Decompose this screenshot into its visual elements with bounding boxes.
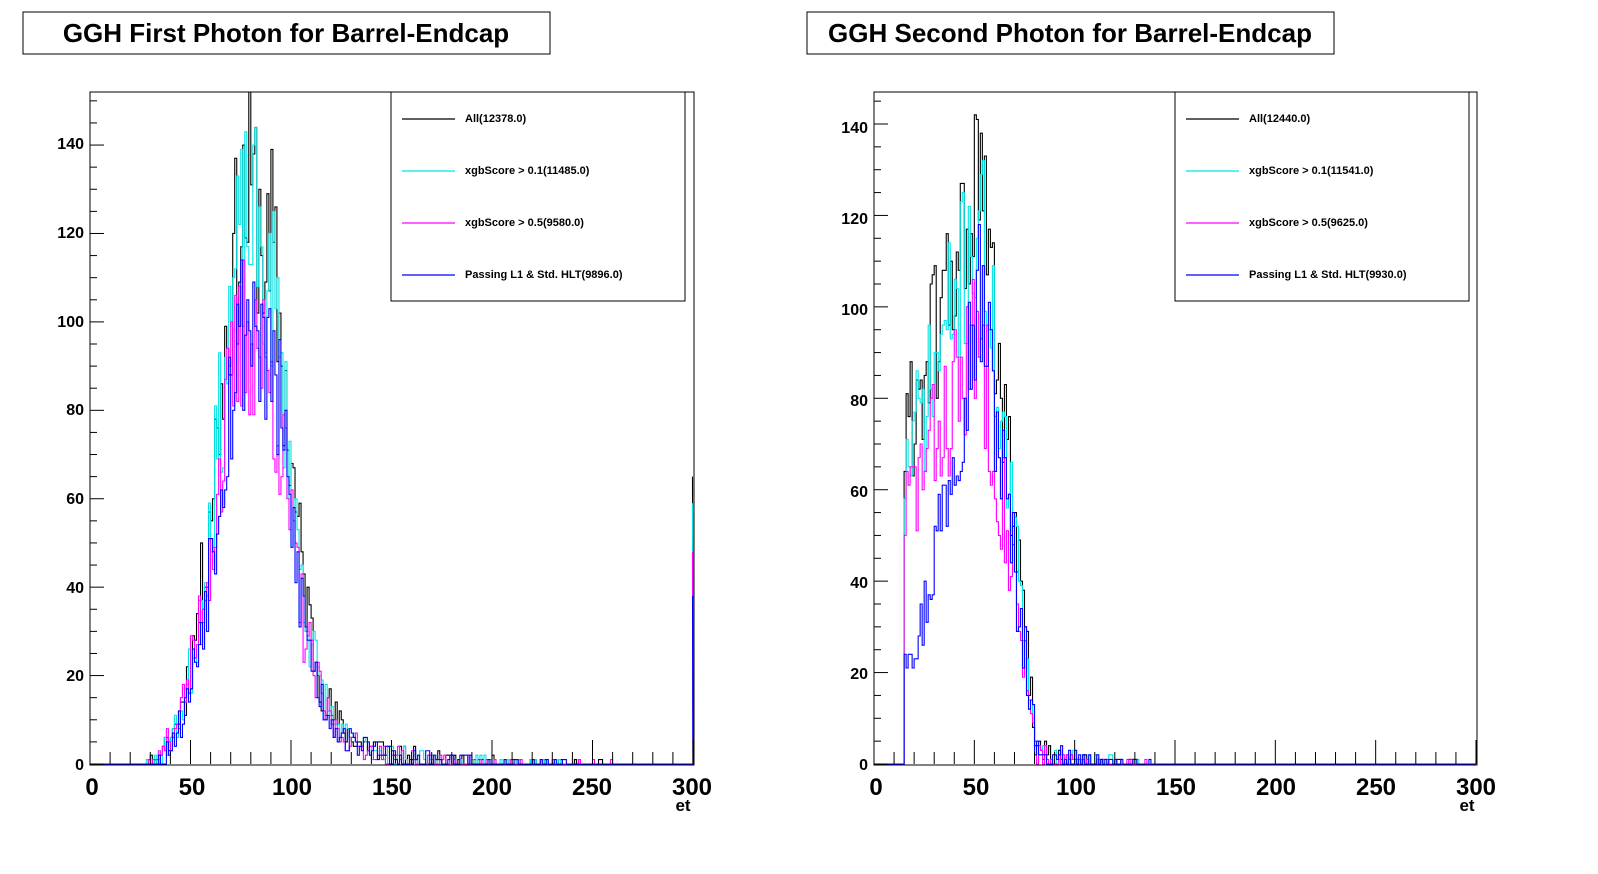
x-tick-label: 0 xyxy=(85,774,98,801)
x-tick-label: 100 xyxy=(1056,774,1096,801)
legend: All(12378.0) xgbScore > 0.1(11485.0) xgb… xyxy=(390,91,686,302)
legend-entry: Passing L1 & Std. HLT(9930.0) xyxy=(1249,269,1407,281)
y-tick-label: 120 xyxy=(841,211,868,228)
legend-entry: xgbScore > 0.1(11541.0) xyxy=(1249,165,1374,177)
x-axis-label: et xyxy=(1459,796,1474,815)
legend: All(12440.0) xgbScore > 0.1(11541.0) xgb… xyxy=(1174,91,1470,302)
y-tick-label: 0 xyxy=(75,757,84,774)
x-tick-label: 200 xyxy=(1256,774,1296,801)
y-tick-label: 140 xyxy=(841,120,868,137)
y-tick-label: 100 xyxy=(57,314,84,331)
legend-box xyxy=(1174,91,1470,302)
x-tick-label: 200 xyxy=(472,774,512,801)
x-tick-label: 100 xyxy=(272,774,312,801)
chart-panel-first-photon: GGH First Photon for Barrel-Endcap 0 50 … xyxy=(22,11,712,815)
y-tick-label: 60 xyxy=(850,484,868,501)
x-tick-label: 150 xyxy=(372,774,412,801)
x-tick-label: 300 xyxy=(672,774,712,801)
y-tick-label: 20 xyxy=(850,666,868,683)
legend-entry: xgbScore > 0.5(9580.0) xyxy=(465,217,584,229)
chart-panel-second-photon: GGH Second Photon for Barrel-Endcap 0 50… xyxy=(806,11,1496,815)
y-axis xyxy=(874,100,888,765)
y-tick-label: 80 xyxy=(66,402,84,419)
x-tick-label: 150 xyxy=(1156,774,1196,801)
legend-entry: All(12378.0) xyxy=(465,113,526,125)
x-tick-label: 300 xyxy=(1456,774,1496,801)
chart-title: GGH Second Photon for Barrel-Endcap xyxy=(828,18,1312,48)
title-box xyxy=(22,11,551,55)
x-tick-label: 250 xyxy=(572,774,612,801)
y-tick-label: 40 xyxy=(850,575,868,592)
y-tick-label: 20 xyxy=(66,668,84,685)
title-box xyxy=(806,11,1335,55)
x-tick-label: 250 xyxy=(1356,774,1396,801)
legend-entry: Passing L1 & Std. HLT(9896.0) xyxy=(465,269,623,281)
histogram-lines xyxy=(874,114,1476,765)
y-tick-label: 120 xyxy=(57,225,84,242)
x-tick-label: 50 xyxy=(179,774,206,801)
y-tick-label: 0 xyxy=(859,757,868,774)
y-tick-label: 100 xyxy=(841,302,868,319)
histogram-series xyxy=(874,224,1476,765)
y-tick-label: 80 xyxy=(850,393,868,410)
x-tick-label: 50 xyxy=(963,774,990,801)
histogram-lines xyxy=(90,91,694,765)
legend-box xyxy=(390,91,686,302)
legend-entry: xgbScore > 0.5(9625.0) xyxy=(1249,217,1368,229)
chart-title: GGH First Photon for Barrel-Endcap xyxy=(63,18,509,48)
y-tick-label: 40 xyxy=(66,580,84,597)
x-axis-label: et xyxy=(675,796,690,815)
x-axis xyxy=(89,740,694,764)
x-tick-label: 0 xyxy=(869,774,882,801)
histogram-series xyxy=(90,259,694,765)
legend-entry: All(12440.0) xyxy=(1249,113,1310,125)
y-tick-label: 60 xyxy=(66,491,84,508)
legend-entry: xgbScore > 0.1(11485.0) xyxy=(465,165,590,177)
x-axis xyxy=(873,740,1477,764)
y-tick-label: 140 xyxy=(57,136,84,153)
y-axis xyxy=(90,100,104,765)
